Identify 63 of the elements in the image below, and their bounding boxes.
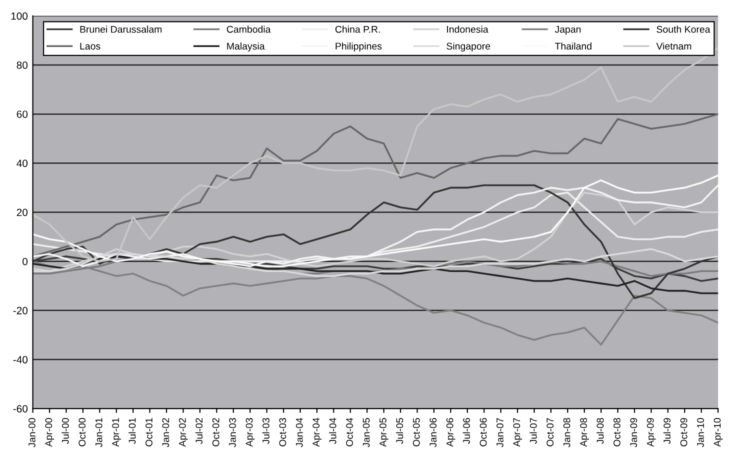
y-tick-label: -20 xyxy=(13,306,28,314)
legend-label: Indonesia xyxy=(447,26,488,33)
x-tick-label: Oct-05 xyxy=(412,418,420,446)
x-tick-label: Oct-00 xyxy=(78,418,86,446)
legend-label: Brunei Darussalam xyxy=(80,26,162,33)
x-tick-label: Jan-06 xyxy=(430,418,437,448)
y-tick-label: 100 xyxy=(11,12,28,20)
x-tick-label: Oct-04 xyxy=(346,418,353,446)
x-tick-label: Apr-10 xyxy=(714,418,723,447)
x-tick-label: Oct-09 xyxy=(680,418,688,446)
x-tick-label: Jul-05 xyxy=(396,418,404,444)
x-tick-label: Jan-08 xyxy=(563,418,570,448)
legend-label: Cambodia xyxy=(226,26,271,33)
x-tick-label: Oct-06 xyxy=(480,418,487,446)
x-tick-label: Oct-01 xyxy=(146,418,152,446)
x-tick-label: Jan-03 xyxy=(229,418,236,448)
x-tick-label: Jul-02 xyxy=(195,418,203,444)
x-tick-label: Apr-06 xyxy=(446,418,456,447)
x-tick-label: Oct-03 xyxy=(279,418,286,446)
x-tick-label: Jul-06 xyxy=(462,418,470,444)
x-tick-label: Apr-07 xyxy=(513,418,522,447)
x-tick-label: Apr-08 xyxy=(580,418,589,447)
x-tick-label: Oct-02 xyxy=(212,418,220,446)
legend-label: Japan xyxy=(554,26,581,35)
legend-label: Laos xyxy=(80,42,100,50)
legend-label: Malaysia xyxy=(227,42,265,52)
x-tick-label: Jan-02 xyxy=(162,418,170,448)
legend-label: Philippines xyxy=(336,42,382,52)
text: Thailand xyxy=(554,42,592,50)
legend-label: China P.R. xyxy=(335,26,380,33)
y-tick-label: 40 xyxy=(16,160,28,168)
x-tick-label: Apr-01 xyxy=(112,418,121,447)
x-tick-label: Apr-09 xyxy=(646,418,656,447)
legend-label: South Korea xyxy=(656,26,710,33)
x-tick-label: Jul-01 xyxy=(128,418,136,444)
x-tick-label: Jul-07 xyxy=(530,418,537,444)
x-tick-label: Jan-01 xyxy=(95,418,102,448)
x-tick-label: Oct-08 xyxy=(614,418,620,446)
y-tick-label: 80 xyxy=(16,61,28,69)
legend-label: Vietnam xyxy=(656,42,692,50)
y-tick-label: 20 xyxy=(16,208,28,216)
x-tick-label: Jan-04 xyxy=(296,418,303,448)
x-tick-label: Jul-03 xyxy=(262,418,270,444)
x-tick-label: Jul-08 xyxy=(596,418,604,444)
x-tick-label: Apr-03 xyxy=(246,418,255,447)
x-tick-label: Jan-00 xyxy=(28,418,36,448)
y-tick-label: -60 xyxy=(13,405,28,412)
y-tick-label: 60 xyxy=(16,110,28,118)
x-tick-label: Apr-00 xyxy=(45,418,54,447)
x-tick-label: Jan-10 xyxy=(697,418,704,448)
y-tick-label: -40 xyxy=(13,356,28,364)
legend-label: Singapore xyxy=(446,42,490,52)
x-tick-label: Apr-02 xyxy=(178,418,188,447)
y-tick-label: 0 xyxy=(22,258,28,266)
x-tick-label: Oct-07 xyxy=(546,418,554,446)
x-tick-label: Jul-00 xyxy=(62,418,69,444)
x-tick-label: Jan-05 xyxy=(362,418,370,448)
x-tick-label: Apr-05 xyxy=(380,418,388,447)
x-tick-label: Jan-07 xyxy=(496,418,504,448)
x-tick-label: Jul-09 xyxy=(663,418,671,444)
x-tick-label: Jul-04 xyxy=(329,418,336,444)
x-tick-label: Apr-04 xyxy=(312,418,322,447)
x-tick-label: Jan-09 xyxy=(630,418,638,448)
